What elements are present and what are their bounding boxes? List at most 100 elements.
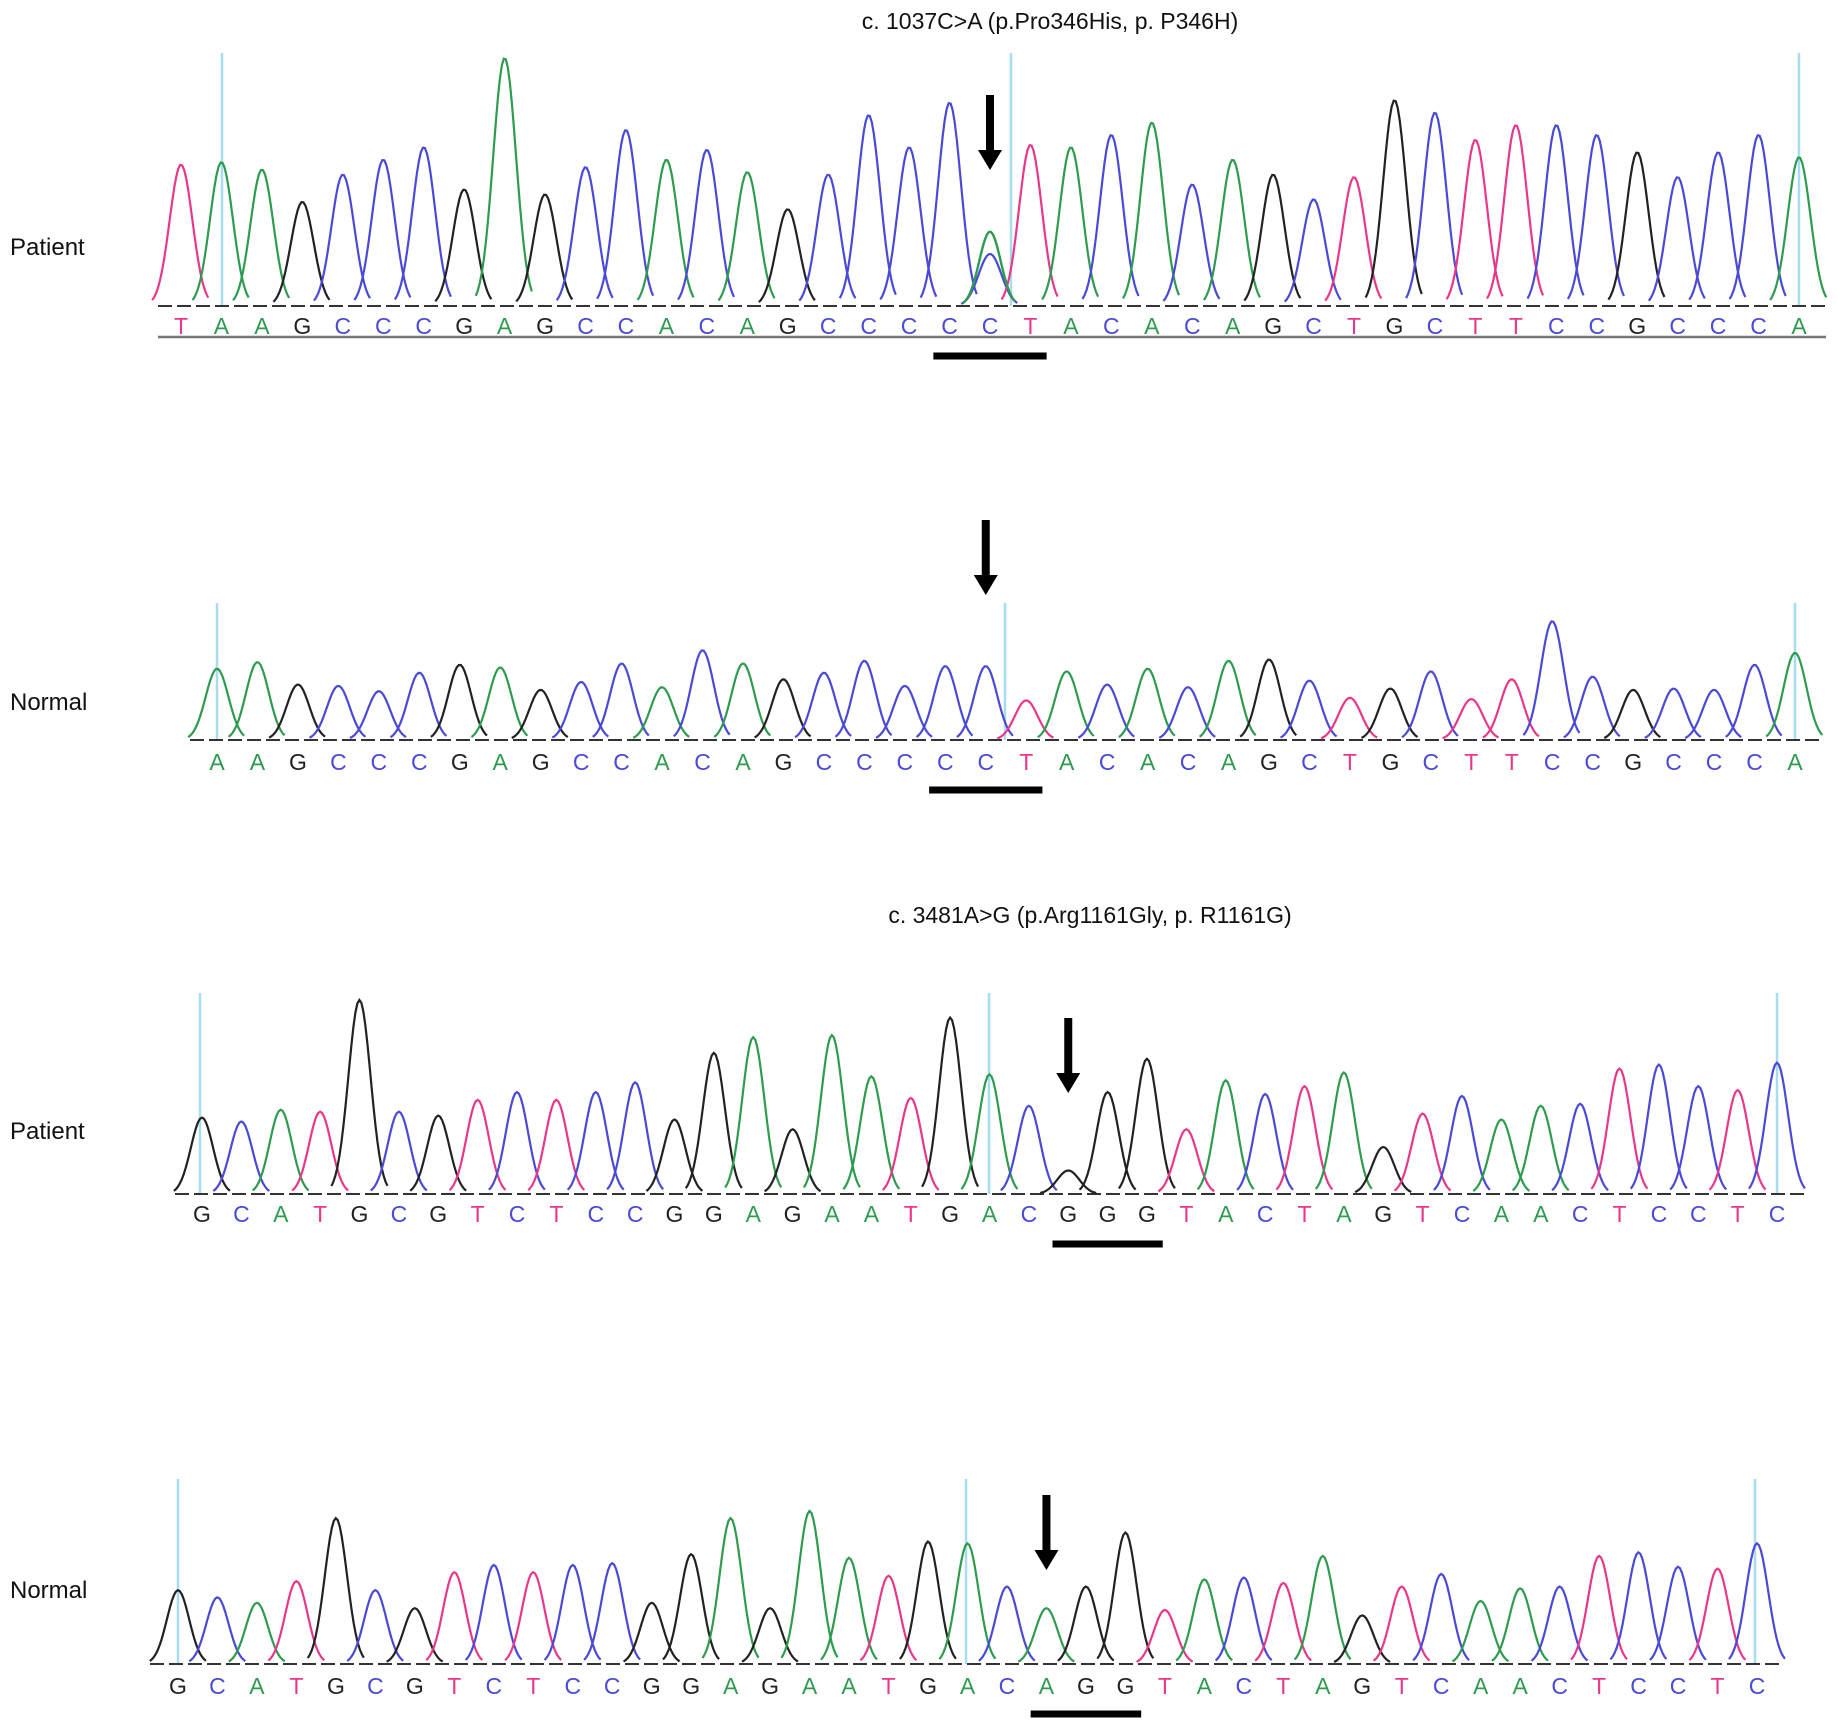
panel-2-base-call: C [1746, 749, 1763, 775]
panel-3-peak [330, 997, 389, 1187]
panel-3-base-call: C [233, 1201, 250, 1227]
panel-4-peak [820, 1556, 878, 1661]
panel-3-base-call: G [1099, 1201, 1117, 1227]
panel-1-peak [879, 146, 938, 301]
panel-4-base-call: C [1236, 1673, 1253, 1699]
panel-2-peak [1037, 670, 1095, 739]
panel-2-peak [1563, 675, 1621, 739]
panel-1-base-call: A [1791, 313, 1807, 339]
panel-1-base-call: G [1386, 313, 1404, 339]
panel-4-peak [622, 1601, 681, 1663]
panel-2-peak [511, 688, 569, 739]
panel-3-base-call: A [824, 1201, 840, 1227]
panel-1-base-call: C [1184, 313, 1201, 339]
panel-4-base-call: T [1710, 1673, 1724, 1699]
panel-3-base-call: T [471, 1201, 485, 1227]
panel-1-peak [1607, 151, 1666, 301]
panel-4-peak [583, 1561, 641, 1661]
panel-3-base-call: A [1494, 1201, 1510, 1227]
panel-2-base-call: C [937, 749, 954, 775]
panel-2-base-call: G [532, 749, 550, 775]
panel-3-base-call: A [273, 1201, 289, 1227]
panel-2-peak [1482, 678, 1540, 739]
panel-2-base-call: C [816, 749, 833, 775]
panel-4-peak [741, 1606, 799, 1663]
panel-4-base-call: T [447, 1673, 461, 1699]
panel-2-base-call: C [371, 749, 388, 775]
panel-4-peak [1017, 1606, 1075, 1663]
panel-3-peak [1039, 1169, 1097, 1195]
panel-1-base-call: C [860, 313, 877, 339]
panel-4-base-call: G [1077, 1673, 1095, 1699]
panel-3-base-call: C [587, 1201, 604, 1227]
panel-1-peak [1728, 134, 1787, 300]
panel-2-peak [713, 662, 772, 738]
panel-2-peak [187, 667, 245, 738]
panel-2-base-call: C [1099, 749, 1116, 775]
panel-3-peak [960, 1072, 1019, 1190]
panel-2-base-call: G [1381, 749, 1399, 775]
panel-1-peak [151, 163, 210, 301]
panel-4-peak [228, 1601, 286, 1663]
panel-2-base-call: A [1059, 749, 1075, 775]
panel-3-peak [488, 1090, 546, 1191]
panel-2-peak [389, 671, 448, 739]
panel-3-peak [566, 1090, 625, 1191]
panel-4-peak [1728, 1541, 1786, 1660]
panel-4-peak [1293, 1554, 1352, 1661]
panel-2-base-call: T [1343, 749, 1357, 775]
panel-3-peak [1472, 1118, 1531, 1192]
panel-3-peak [1078, 1090, 1137, 1191]
panel-4-peak [1530, 1585, 1589, 1662]
panel-1-base-call: C [1750, 313, 1767, 339]
panel-2-peak [592, 662, 650, 738]
panel-4-base-call: A [1315, 1673, 1331, 1699]
panel-3-base-call: C [1690, 1201, 1707, 1227]
panel-1-secondary-peak [962, 230, 1016, 304]
panel-1-arrow-head [978, 150, 1002, 170]
panel-2-peak [1320, 696, 1378, 740]
panel-2-peak [956, 665, 1014, 738]
panel-4-peak [346, 1588, 404, 1662]
panel-2-base-call: C [897, 749, 914, 775]
panel-3-peak [724, 1035, 783, 1189]
panel-2-peak [1280, 679, 1338, 739]
panel-1-peak [1000, 143, 1059, 300]
panel-3-base-call: A [1218, 1201, 1234, 1227]
panel-3-peak [1275, 1084, 1334, 1191]
panel-1-base-call: C [1669, 313, 1686, 339]
panel-3-peak [291, 1110, 349, 1192]
panel-4-base-call: A [1473, 1673, 1489, 1699]
panel-3-base-call: G [193, 1201, 211, 1227]
panel-3-peak [1511, 1104, 1570, 1192]
panel-3-base-call: T [1179, 1201, 1193, 1227]
panel-4-peak [1254, 1581, 1312, 1662]
panel-2-base-call: G [1624, 749, 1642, 775]
panel-3-peak [881, 1096, 940, 1191]
panel-1-base-call: A [1063, 313, 1079, 339]
panel-4-peak [1570, 1554, 1628, 1661]
panel-4-base-call: G [327, 1673, 345, 1699]
panel-1-base-call: C [1103, 313, 1120, 339]
panel-1-peak [232, 168, 291, 302]
panel-3-base-call: T [1612, 1201, 1626, 1227]
panel-1-base-call: C [577, 313, 594, 339]
panel-2-base-call: C [1544, 749, 1561, 775]
panel-4-peak [464, 1563, 523, 1661]
panel-1-peak [677, 148, 736, 301]
panel-3-base-call: C [1454, 1201, 1471, 1227]
panel-1-base-call: A [497, 313, 513, 339]
panel-2-base-call: C [1423, 749, 1440, 775]
panel-2-base-call: G [1260, 749, 1278, 775]
panel-2-base-call: A [1221, 749, 1237, 775]
panel-3-peak [409, 1114, 467, 1192]
panel-2-peak [1118, 667, 1176, 738]
panel-4-peak [1057, 1585, 1115, 1662]
panel-3-base-call: G [784, 1201, 802, 1227]
panel-2-base-call: A [250, 749, 266, 775]
panel-4-peak [1451, 1599, 1510, 1663]
panel-3-base-call: C [627, 1201, 644, 1227]
panel-2-peak [1522, 620, 1581, 736]
panel-4-base-call: G [1353, 1673, 1371, 1699]
